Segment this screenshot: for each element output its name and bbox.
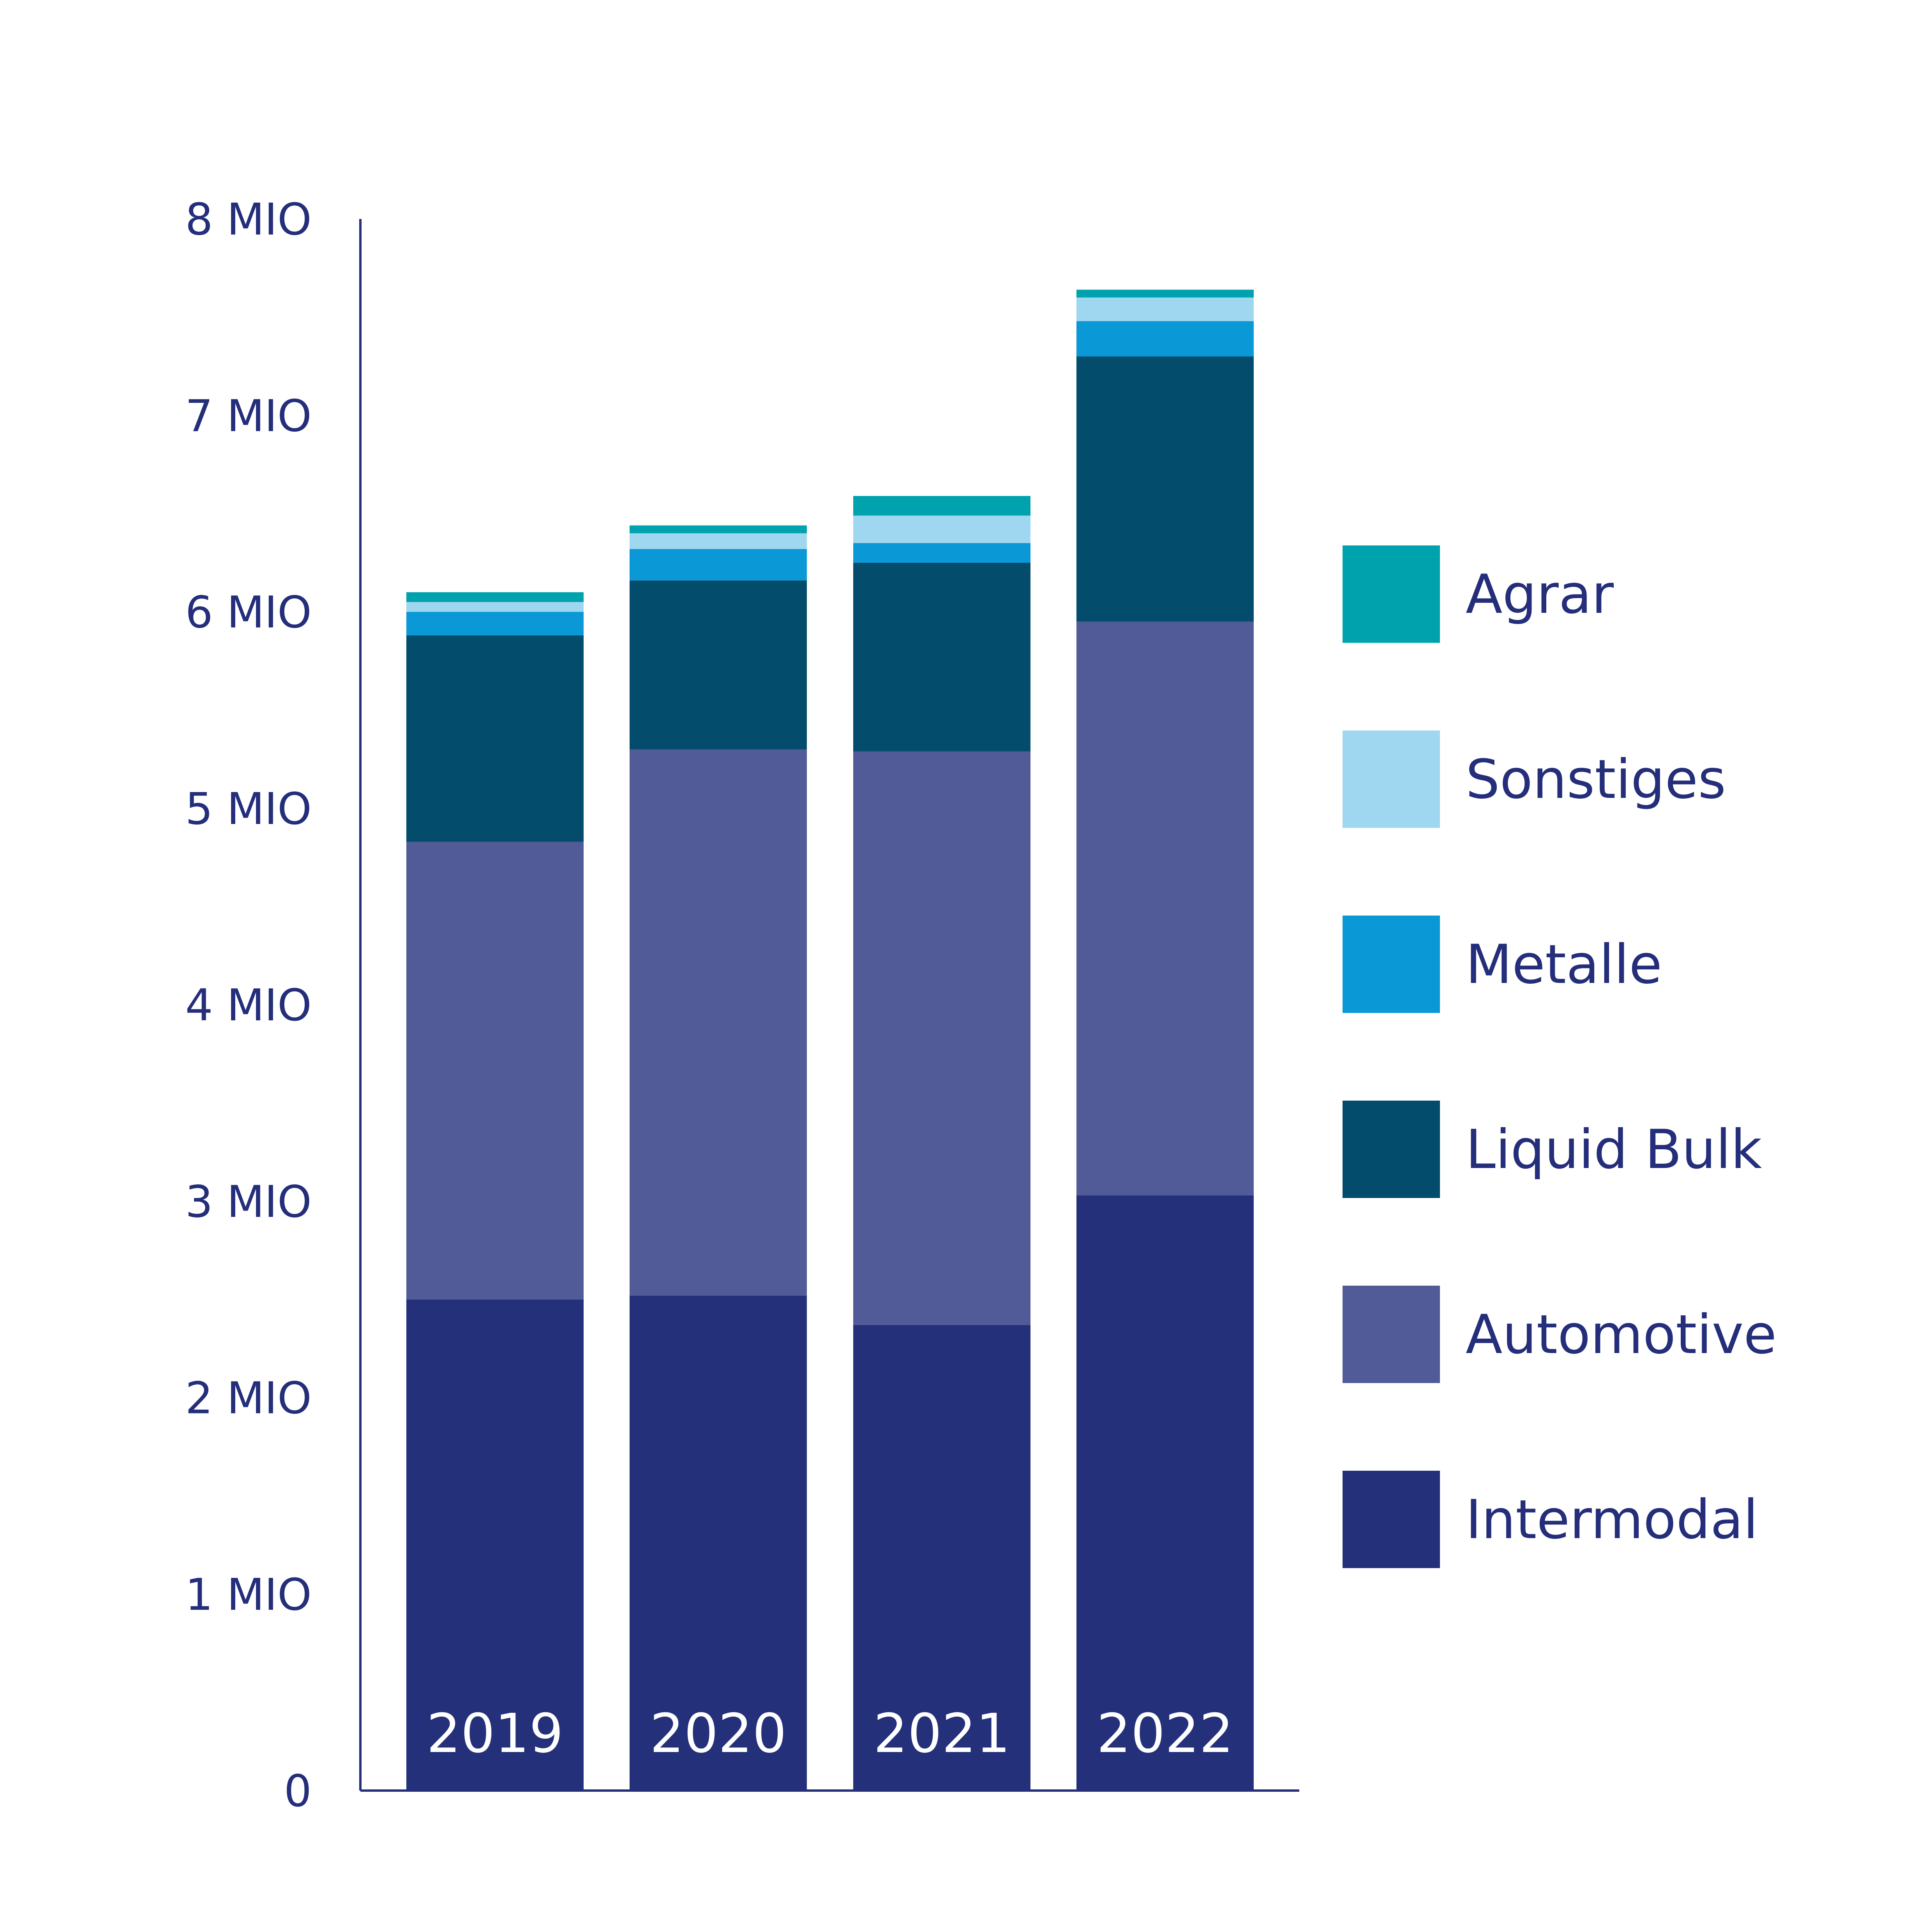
y-tick-label: 7 MIO [185,391,312,441]
bar-automotive-2020 [630,749,807,1296]
bar-metalle-2021 [853,543,1030,563]
y-tick-label: 0 [284,1766,312,1817]
y-tick-label: 4 MIO [185,980,312,1031]
bar-agrar-2019 [406,592,584,602]
bar-sonstiges-2020 [630,533,807,549]
category-label-2019: 2019 [427,1702,563,1765]
category-labels-group: 2019 2020 2021 2022 [427,1702,1233,1765]
bar-intermodal-2019 [406,1299,584,1791]
legend-label-automotive: Automotive [1466,1303,1777,1366]
legend-label-liquid-bulk: Liquid Bulk [1466,1118,1762,1181]
bar-intermodal-2022 [1076,1195,1254,1791]
legend-label-intermodal: Intermodal [1466,1488,1758,1551]
bar-intermodal-2020 [630,1295,807,1791]
bar-automotive-2022 [1076,621,1254,1196]
y-axis: 0 1 MIO 2 MIO 3 MIO 4 MIO 5 MIO 6 MIO 7 MIO 8 MI… [185,194,1299,1817]
legend-label-metalle: Metalle [1466,933,1662,996]
y-tick-label: 3 MIO [185,1177,312,1227]
y-tick-label: 2 MIO [185,1373,312,1424]
legend-swatch-agrar [1343,545,1440,643]
legend-swatch-metalle [1343,916,1440,1013]
bar-sonstiges-2022 [1076,297,1254,321]
bar-liquid-bulk-2022 [1076,356,1254,622]
bar-intermodal-2021 [853,1325,1030,1791]
legend-swatch-liquid-bulk [1343,1101,1440,1198]
bar-automotive-2019 [406,842,584,1300]
bar-liquid-bulk-2019 [406,635,584,842]
legend-swatch-automotive [1343,1286,1440,1383]
bar-metalle-2022 [1076,321,1254,356]
y-tick-label: 6 MIO [185,588,312,638]
legend: Agrar Sonstiges Metalle Liquid Bulk Automoti… [1343,545,1777,1568]
bar-liquid-bulk-2021 [853,563,1030,752]
bar-metalle-2019 [406,612,584,636]
bar-agrar-2022 [1076,289,1254,298]
category-label-2022: 2022 [1097,1702,1233,1765]
category-label-2021: 2021 [873,1702,1010,1765]
bar-liquid-bulk-2020 [630,580,807,750]
bar-sonstiges-2019 [406,602,584,612]
bar-automotive-2021 [853,751,1030,1325]
category-label-2020: 2020 [650,1702,787,1765]
legend-label-agrar: Agrar [1466,563,1614,626]
legend-swatch-sonstiges [1343,730,1440,828]
bar-metalle-2020 [630,549,807,580]
bar-agrar-2021 [853,496,1030,516]
bars-group [406,289,1254,1791]
y-tick-label: 1 MIO [185,1570,312,1620]
bar-sonstiges-2021 [853,515,1030,543]
legend-swatch-intermodal [1343,1471,1440,1568]
y-tick-label: 5 MIO [185,784,312,835]
y-tick-label: 8 MIO [185,194,312,245]
bar-agrar-2020 [630,525,807,533]
legend-label-sonstiges: Sonstiges [1466,748,1726,811]
